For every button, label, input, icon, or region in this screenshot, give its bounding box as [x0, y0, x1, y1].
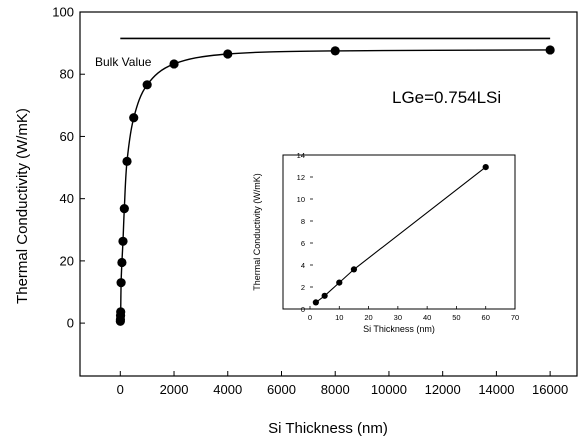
inset-x-axis-title: Si Thickness (nm)	[363, 324, 435, 334]
main-y-axis-title: Thermal Conductivity (W/mK)	[14, 108, 31, 304]
main-data-point	[330, 46, 340, 56]
main-y-tick-label: 20	[60, 253, 74, 268]
inset-y-tick-label: 14	[297, 151, 305, 160]
main-data-point	[129, 113, 139, 123]
main-data-point	[116, 278, 126, 288]
bulk-value-label: Bulk Value	[95, 55, 152, 69]
inset-y-tick-label: 2	[301, 283, 305, 292]
inset-x-ticks: 0 10 20 30 40 50 60 70	[308, 306, 519, 322]
main-y-tick-label: 40	[60, 191, 74, 206]
main-data-point	[116, 307, 126, 317]
inset-x-tick-label: 40	[423, 313, 431, 322]
main-x-axis-title: Si Thickness (nm)	[268, 420, 388, 437]
main-data-point	[117, 257, 127, 268]
inset-x-tick-label: 10	[335, 313, 343, 322]
main-x-tick-label: 2000	[160, 382, 189, 397]
main-x-ticks: 0 2000 4000 6000 8000 10000 12000 14000 16000	[117, 371, 568, 397]
main-data-point	[119, 204, 129, 214]
main-data-point	[169, 59, 179, 69]
inset-y-tick-label: 8	[301, 217, 305, 226]
main-data-point	[223, 49, 233, 59]
main-y-tick-label: 100	[52, 5, 74, 20]
inset-x-tick-label: 0	[308, 313, 312, 322]
inset-data-point	[336, 279, 343, 286]
inset-plot-frame	[282, 154, 516, 310]
inset-y-tick-label: 10	[297, 195, 305, 204]
main-data-point	[545, 45, 555, 55]
main-y-ticks: 0 20 40 60 80 100	[52, 5, 85, 331]
main-y-tick-label: 0	[67, 316, 74, 331]
main-y-tick-label: 60	[60, 129, 74, 144]
main-x-tick-label: 0	[117, 382, 124, 397]
main-y-tick-label: 80	[60, 67, 74, 82]
inset-data-point	[482, 164, 489, 171]
main-x-tick-label: 14000	[478, 382, 514, 397]
main-data-point	[142, 80, 152, 90]
inset-x-tick-label: 20	[364, 313, 372, 322]
inset-data-point	[321, 292, 328, 299]
main-data-point	[118, 236, 128, 246]
inset-y-tick-label: 4	[301, 261, 305, 270]
main-data-point	[122, 156, 132, 166]
main-x-tick-label: 8000	[321, 382, 350, 397]
main-x-tick-label: 16000	[532, 382, 568, 397]
inset-y-tick-label: 6	[301, 239, 305, 248]
main-plot-frame	[79, 11, 578, 377]
main-x-tick-label: 4000	[213, 382, 242, 397]
inset-y-ticks: 0 2 4 6 8 10 12 14	[297, 151, 313, 314]
inset-series-points	[312, 164, 489, 306]
inset-x-tick-label: 30	[394, 313, 402, 322]
inset-y-axis-title: Thermal Conductivity (W/mK)	[252, 173, 262, 291]
inset-x-tick-label: 60	[482, 313, 490, 322]
inset-x-tick-label: 50	[452, 313, 460, 322]
inset-data-point	[350, 266, 358, 273]
inset-y-tick-label: 12	[297, 173, 305, 182]
inset-x-tick-label: 70	[511, 313, 519, 322]
main-x-tick-label: 6000	[267, 382, 296, 397]
main-series-points	[115, 45, 555, 326]
main-x-tick-label: 10000	[371, 382, 407, 397]
inset-data-point	[312, 299, 319, 306]
lge-annotation: LGe=0.754LSi	[392, 88, 501, 107]
inset-y-tick-label: 0	[301, 305, 305, 314]
main-x-tick-label: 12000	[425, 382, 461, 397]
